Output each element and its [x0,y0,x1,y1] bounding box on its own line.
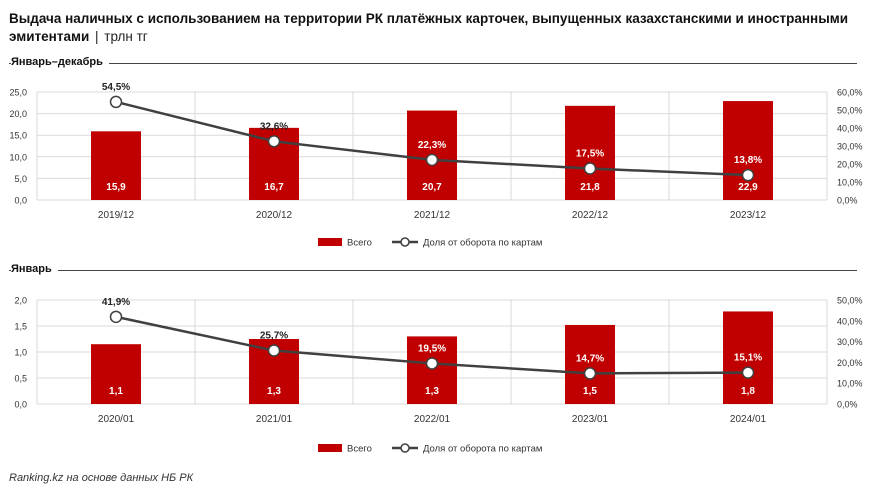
line-value-label: 25,7% [260,331,288,342]
y-right-tick-label: 20,0% [837,358,863,368]
y-right-tick-label: 0,0% [837,196,858,206]
title-separator: | [95,29,99,44]
x-tick-label: 2023/01 [572,414,609,425]
line-value-label: 19,5% [418,343,446,354]
line-point [583,367,597,380]
x-tick-label: 2022/01 [414,414,451,425]
legend-label-share: Доля от оборота по картам [423,238,542,249]
bar [723,311,773,404]
chart-unit: трлн тг [104,29,148,44]
legend-line-marker [400,237,410,247]
line-value-label: 13,8% [734,155,762,166]
line-value-label: 22,3% [418,140,446,151]
section-rule-annual [9,63,857,64]
y-right-tick-label: 50,0% [837,296,863,306]
x-tick-label: 2021/01 [256,414,293,425]
line-value-label: 15,1% [734,353,762,364]
line-point [583,162,597,175]
line-point [741,168,755,182]
y-left-tick-label: 1,0 [14,348,27,358]
y-right-tick-label: 10,0% [837,379,863,389]
section-rule-january [9,270,857,271]
bar-value-label: 22,9 [738,182,758,193]
legend-label-total: Всего [347,444,372,455]
chart-january: 0,0 0,5 1,0 1,5 2,0 0,0% 10,0% 20,0% 30,0% 40,0% 5… [14,296,863,455]
source-note: Ranking.kz на основе данных НБ РК [9,472,194,484]
section-label-annual: Январь–декабрь [11,56,109,68]
y-left-tick-label: 5,0 [14,174,27,184]
y-right-tick-label: 10,0% [837,178,863,188]
line-point [741,366,755,379]
y-right-tick-label: 20,0% [837,160,863,170]
y-right-tick-label: 50,0% [837,106,863,116]
bar [91,344,141,404]
y-right-tick-label: 30,0% [837,142,863,152]
x-tick-label: 2022/12 [572,210,609,221]
line-point [267,344,281,357]
bar [407,336,457,404]
bar-value-label: 21,8 [580,182,600,193]
x-tick-label: 2020/01 [98,414,135,425]
y-left-tick-label: 25,0 [9,88,27,98]
legend-bar-swatch [318,444,342,452]
bar-value-label: 16,7 [264,182,284,193]
line-value-label: 54,5% [102,82,130,93]
line-value-label: 14,7% [576,353,604,364]
section-label-january: Январь [11,263,58,275]
bar [565,324,615,404]
y-right-tick-label: 40,0% [837,124,863,134]
line-point [425,357,439,370]
y-right-tick-label: 40,0% [837,316,863,326]
line-point [425,153,439,167]
y-right-tick-label: 60,0% [837,88,863,98]
legend-line-marker [400,443,410,453]
chart-title: Выдача наличных с использованием на терр… [9,10,859,46]
x-tick-label: 2021/12 [414,210,451,221]
chart-annual: 0,0 5,0 10,0 15,0 20,0 25,0 0,0% 10,0% 20,0% 30,0… [9,82,863,249]
line-value-label: 17,5% [576,149,604,160]
bar-value-label: 15,9 [106,182,126,193]
legend-label-total: Всего [347,238,372,249]
y-left-tick-label: 0,0 [14,196,27,206]
y-left-tick-label: 2,0 [14,296,27,306]
bar-value-label: 1,8 [741,386,755,397]
x-tick-label: 2024/01 [730,414,767,425]
bar-value-label: 1,1 [109,386,123,397]
chart-title-main: Выдача наличных с использованием на терр… [9,11,849,44]
y-right-tick-label: 0,0% [837,400,858,410]
legend-label-share: Доля от оборота по картам [423,444,542,455]
x-tick-label: 2020/12 [256,210,293,221]
y-left-tick-label: 1,5 [14,322,27,332]
x-tick-label: 2023/12 [730,210,767,221]
bar-value-label: 20,7 [422,182,442,193]
bar [91,131,141,200]
bar [723,101,773,200]
line-value-label: 41,9% [102,297,130,308]
x-tick-label: 2019/12 [98,210,135,221]
bar-value-label: 1,3 [425,386,439,397]
line-value-label: 32,6% [260,121,288,132]
bar-value-label: 1,3 [267,386,281,397]
legend-bar-swatch [318,238,342,246]
line-point [267,135,281,148]
y-left-tick-label: 0,0 [14,400,27,410]
line-point [109,95,123,109]
y-left-tick-label: 15,0 [9,131,27,141]
bar-value-label: 1,5 [583,386,597,397]
y-left-tick-label: 20,0 [9,109,27,119]
bar [565,105,615,200]
y-left-tick-label: 10,0 [9,152,27,162]
y-left-tick-label: 0,5 [14,374,27,384]
line-point [109,310,123,324]
y-right-tick-label: 30,0% [837,337,863,347]
